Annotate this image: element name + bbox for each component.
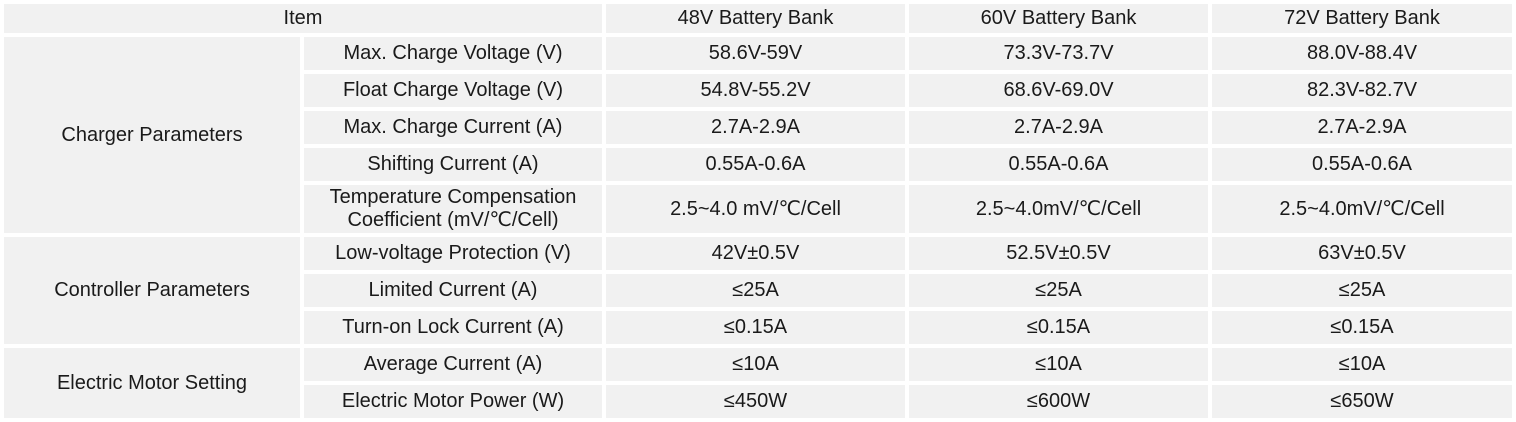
- value-cell: 2.5~4.0mV/℃/Cell: [909, 185, 1208, 233]
- value-cell: 54.8V-55.2V: [606, 74, 905, 107]
- header-row: Item 48V Battery Bank 60V Battery Bank 7…: [4, 4, 1512, 33]
- value-cell: ≤25A: [606, 274, 905, 307]
- value-cell: 73.3V-73.7V: [909, 37, 1208, 70]
- item-label-cell: Max. Charge Voltage (V): [304, 37, 602, 70]
- value-cell: 42V±0.5V: [606, 237, 905, 270]
- value-cell: ≤600W: [909, 385, 1208, 418]
- value-cell: 68.6V-69.0V: [909, 74, 1208, 107]
- spec-row: Max. Charge Current (A) 2.7A-2.9A 2.7A-2…: [4, 111, 1512, 144]
- bank-header-cell-48v: 48V Battery Bank: [606, 4, 905, 33]
- value-cell: 88.0V-88.4V: [1212, 37, 1512, 70]
- value-cell: 58.6V-59V: [606, 37, 905, 70]
- group-cell-electric-motor-setting: Electric Motor Setting: [4, 348, 300, 418]
- spec-row: Electric Motor Power (W) ≤450W ≤600W ≤65…: [4, 385, 1512, 418]
- value-cell: 0.55A-0.6A: [1212, 148, 1512, 181]
- value-cell: ≤0.15A: [909, 311, 1208, 344]
- value-cell: ≤450W: [606, 385, 905, 418]
- value-cell: ≤25A: [1212, 274, 1512, 307]
- value-cell: 2.5~4.0mV/℃/Cell: [1212, 185, 1512, 233]
- spec-row: Limited Current (A) ≤25A ≤25A ≤25A: [4, 274, 1512, 307]
- bank-header-cell-60v: 60V Battery Bank: [909, 4, 1208, 33]
- item-label-cell: Turn-on Lock Current (A): [304, 311, 602, 344]
- value-cell: ≤0.15A: [606, 311, 905, 344]
- spec-row: Controller Parameters Low-voltage Protec…: [4, 237, 1512, 344]
- value-cell: ≤0.15A: [1212, 311, 1512, 344]
- item-label-cell: Shifting Current (A): [304, 148, 602, 181]
- value-cell: 82.3V-82.7V: [1212, 74, 1512, 107]
- item-header-cell: Item: [4, 4, 602, 33]
- item-label-cell: Float Charge Voltage (V): [304, 74, 602, 107]
- value-cell: 2.5~4.0 mV/℃/Cell: [606, 185, 905, 233]
- spec-row: Temperature Compensation Coefficient (mV…: [4, 185, 1512, 233]
- spec-row: Float Charge Voltage (V) 54.8V-55.2V 68.…: [4, 74, 1512, 107]
- item-label-cell: Average Current (A): [304, 348, 602, 381]
- value-cell: ≤10A: [1212, 348, 1512, 381]
- item-label-cell: Electric Motor Power (W): [304, 385, 602, 418]
- spec-row: Shifting Current (A) 0.55A-0.6A 0.55A-0.…: [4, 148, 1512, 181]
- value-cell: 0.55A-0.6A: [606, 148, 905, 181]
- group-cell-controller-parameters: Controller Parameters: [4, 237, 300, 344]
- value-cell: ≤10A: [909, 348, 1208, 381]
- bank-header-cell-72v: 72V Battery Bank: [1212, 4, 1512, 33]
- item-label-cell: Max. Charge Current (A): [304, 111, 602, 144]
- item-label-cell: Temperature Compensation Coefficient (mV…: [304, 185, 602, 233]
- spec-row: Charger Parameters Max. Charge Voltage (…: [4, 37, 1512, 233]
- group-cell-charger-parameters: Charger Parameters: [4, 37, 300, 233]
- value-cell: 52.5V±0.5V: [909, 237, 1208, 270]
- value-cell: 2.7A-2.9A: [909, 111, 1208, 144]
- spec-row: Turn-on Lock Current (A) ≤0.15A ≤0.15A ≤…: [4, 311, 1512, 344]
- value-cell: ≤10A: [606, 348, 905, 381]
- item-label-cell: Limited Current (A): [304, 274, 602, 307]
- value-cell: ≤25A: [909, 274, 1208, 307]
- value-cell: 0.55A-0.6A: [909, 148, 1208, 181]
- value-cell: 63V±0.5V: [1212, 237, 1512, 270]
- value-cell: 2.7A-2.9A: [606, 111, 905, 144]
- spec-row: Electric Motor Setting Average Current (…: [4, 348, 1512, 418]
- value-cell: ≤650W: [1212, 385, 1512, 418]
- item-label-cell: Low-voltage Protection (V): [304, 237, 602, 270]
- value-cell: 2.7A-2.9A: [1212, 111, 1512, 144]
